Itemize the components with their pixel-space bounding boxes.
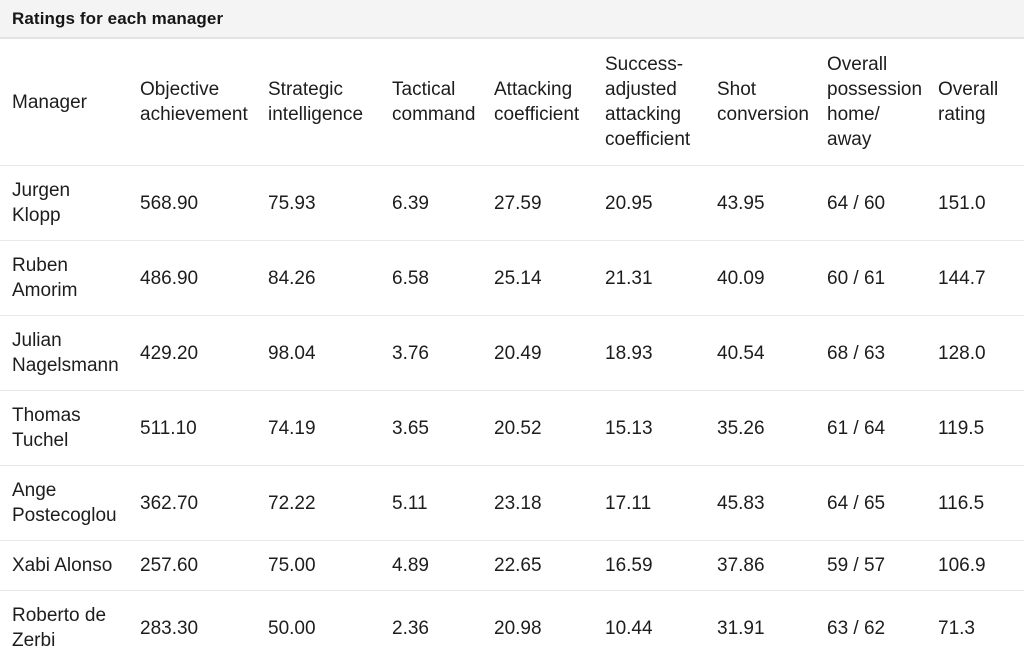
manager-name-cell: Ruben Amorim (0, 241, 140, 316)
manager-name-cell: Jurgen Klopp (0, 166, 140, 241)
table-row-ruben-amorim: Ruben Amorim 486.90 84.26 6.58 25.14 21.… (0, 241, 1024, 316)
table-title: Ratings for each manager (12, 9, 223, 29)
value-cell: 18.93 (605, 316, 717, 391)
manager-ratings-table: Manager Objective achievement Strategic … (0, 39, 1024, 665)
table-row-roberto-de-zerbi: Roberto de Zerbi 283.30 50.00 2.36 20.98… (0, 591, 1024, 665)
value-cell: 27.59 (494, 166, 605, 241)
header-row: Manager Objective achievement Strategic … (0, 39, 1024, 166)
value-cell: 75.00 (268, 541, 392, 591)
value-cell: 20.98 (494, 591, 605, 665)
value-cell: 71.3 (938, 591, 1024, 665)
value-cell: 63 / 62 (827, 591, 938, 665)
header-cell-strategic-intelligence: Strategic intelligence (268, 39, 392, 166)
value-cell: 98.04 (268, 316, 392, 391)
value-cell: 568.90 (140, 166, 268, 241)
table-row-jurgen-klopp: Jurgen Klopp 568.90 75.93 6.39 27.59 20.… (0, 166, 1024, 241)
value-cell: 6.58 (392, 241, 494, 316)
value-cell: 119.5 (938, 391, 1024, 466)
value-cell: 20.95 (605, 166, 717, 241)
value-cell: 283.30 (140, 591, 268, 665)
value-cell: 64 / 60 (827, 166, 938, 241)
value-cell: 22.65 (494, 541, 605, 591)
value-cell: 128.0 (938, 316, 1024, 391)
header-cell-success-adjusted-attacking-coefficient: Success- adjusted attacking coefficient (605, 39, 717, 166)
value-cell: 68 / 63 (827, 316, 938, 391)
value-cell: 17.11 (605, 466, 717, 541)
table-row-ange-postecoglou: Ange Postecoglou 362.70 72.22 5.11 23.18… (0, 466, 1024, 541)
value-cell: 25.14 (494, 241, 605, 316)
value-cell: 21.31 (605, 241, 717, 316)
value-cell: 72.22 (268, 466, 392, 541)
value-cell: 23.18 (494, 466, 605, 541)
value-cell: 40.09 (717, 241, 827, 316)
value-cell: 40.54 (717, 316, 827, 391)
value-cell: 60 / 61 (827, 241, 938, 316)
manager-name-cell: Roberto de Zerbi (0, 591, 140, 665)
value-cell: 6.39 (392, 166, 494, 241)
header-cell-tactical-command: Tactical command (392, 39, 494, 166)
value-cell: 50.00 (268, 591, 392, 665)
value-cell: 35.26 (717, 391, 827, 466)
manager-name-cell: Thomas Tuchel (0, 391, 140, 466)
value-cell: 84.26 (268, 241, 392, 316)
manager-name-cell: Julian Nagelsmann (0, 316, 140, 391)
value-cell: 31.91 (717, 591, 827, 665)
header-cell-manager: Manager (0, 39, 140, 166)
value-cell: 16.59 (605, 541, 717, 591)
value-cell: 15.13 (605, 391, 717, 466)
value-cell: 116.5 (938, 466, 1024, 541)
value-cell: 74.19 (268, 391, 392, 466)
header-cell-attacking-coefficient: Attacking coefficient (494, 39, 605, 166)
value-cell: 43.95 (717, 166, 827, 241)
value-cell: 75.93 (268, 166, 392, 241)
value-cell: 20.49 (494, 316, 605, 391)
value-cell: 4.89 (392, 541, 494, 591)
value-cell: 2.36 (392, 591, 494, 665)
value-cell: 37.86 (717, 541, 827, 591)
value-cell: 151.0 (938, 166, 1024, 241)
manager-name-cell: Ange Postecoglou (0, 466, 140, 541)
value-cell: 106.9 (938, 541, 1024, 591)
value-cell: 486.90 (140, 241, 268, 316)
value-cell: 59 / 57 (827, 541, 938, 591)
header-cell-objective-achievement: Objective achievement (140, 39, 268, 166)
value-cell: 20.52 (494, 391, 605, 466)
table-title-bar: Ratings for each manager (0, 0, 1024, 39)
header-cell-shot-conversion: Shot conversion (717, 39, 827, 166)
header-cell-overall-possession: Overall possession home/ away (827, 39, 938, 166)
table-row-xabi-alonso: Xabi Alonso 257.60 75.00 4.89 22.65 16.5… (0, 541, 1024, 591)
value-cell: 362.70 (140, 466, 268, 541)
value-cell: 5.11 (392, 466, 494, 541)
value-cell: 45.83 (717, 466, 827, 541)
value-cell: 10.44 (605, 591, 717, 665)
value-cell: 3.76 (392, 316, 494, 391)
value-cell: 144.7 (938, 241, 1024, 316)
table-row-thomas-tuchel: Thomas Tuchel 511.10 74.19 3.65 20.52 15… (0, 391, 1024, 466)
value-cell: 429.20 (140, 316, 268, 391)
value-cell: 3.65 (392, 391, 494, 466)
manager-name-cell: Xabi Alonso (0, 541, 140, 591)
table-row-julian-nagelsmann: Julian Nagelsmann 429.20 98.04 3.76 20.4… (0, 316, 1024, 391)
header-cell-overall-rating: Overall rating (938, 39, 1024, 166)
value-cell: 257.60 (140, 541, 268, 591)
value-cell: 61 / 64 (827, 391, 938, 466)
value-cell: 511.10 (140, 391, 268, 466)
value-cell: 64 / 65 (827, 466, 938, 541)
